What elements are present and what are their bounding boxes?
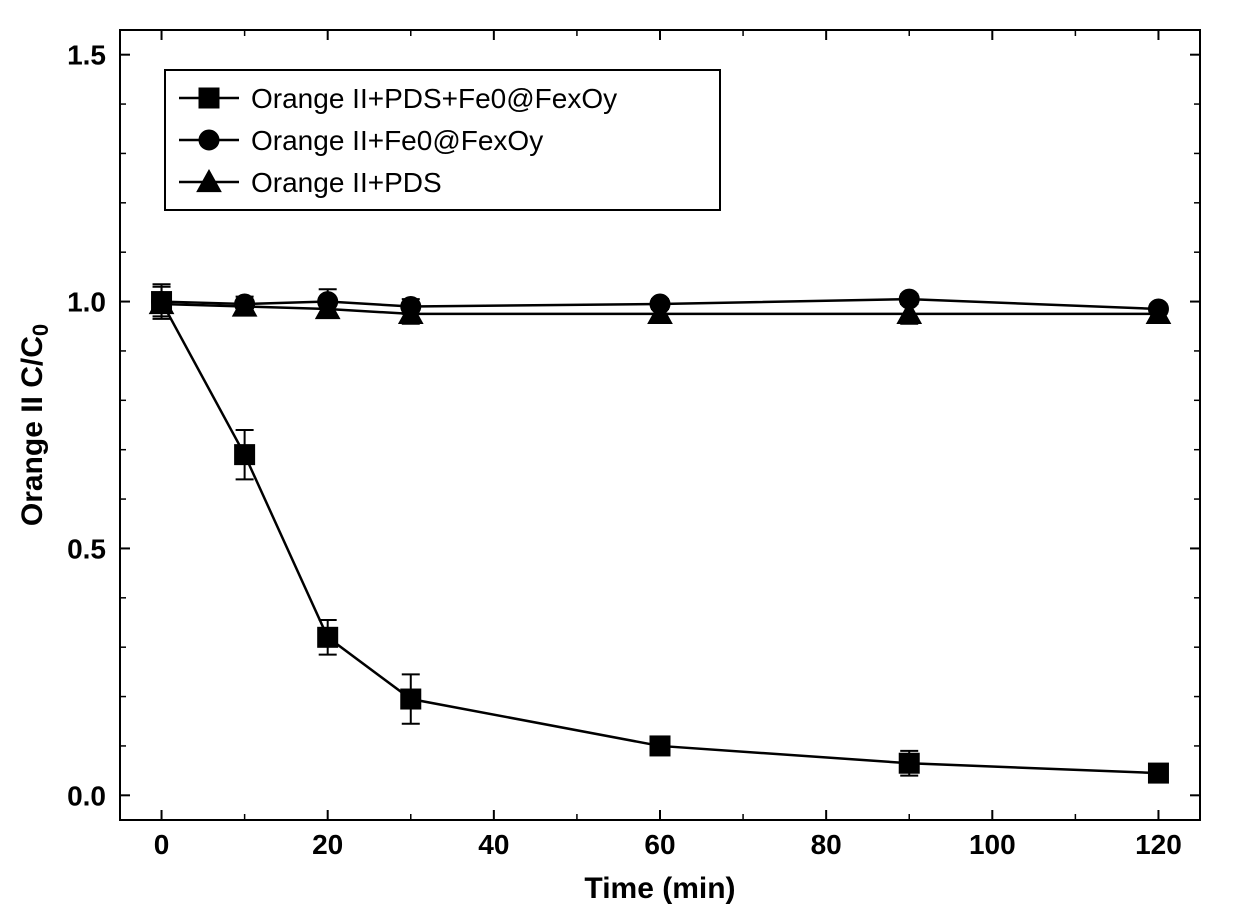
y-tick-label: 1.0: [67, 287, 106, 318]
x-tick-label: 80: [811, 829, 842, 860]
marker-square: [1148, 763, 1168, 783]
x-tick-label: 0: [154, 829, 170, 860]
marker-square: [650, 736, 670, 756]
x-tick-label: 40: [478, 829, 509, 860]
y-tick-label: 1.5: [67, 40, 106, 71]
legend-label: Orange II+PDS+Fe0@FexOy: [251, 83, 617, 114]
marker-square: [401, 689, 421, 709]
marker-square: [318, 627, 338, 647]
legend-label: Orange II+PDS: [251, 167, 442, 198]
chart-svg: 0 20 40 60 80 100 120 0.0 0.5 1.0 1.5 Time (min) Ora…: [0, 0, 1239, 916]
marker-square: [899, 753, 919, 773]
x-axis-label: Time (min): [584, 872, 735, 905]
y-axis-label: Orange II C/C0: [16, 324, 53, 526]
marker-circle: [199, 130, 219, 150]
y-tick-label: 0.0: [67, 780, 106, 811]
x-tick-label: 120: [1135, 829, 1182, 860]
x-tick-label: 100: [969, 829, 1016, 860]
chart-container: 0 20 40 60 80 100 120 0.0 0.5 1.0 1.5 Time (min) Ora…: [0, 0, 1239, 916]
y-tick-label: 0.5: [67, 533, 106, 564]
legend: Orange II+PDS+Fe0@FexOy Orange II+Fe0@Fex…: [165, 70, 720, 210]
legend-label: Orange II+Fe0@FexOy: [251, 125, 543, 156]
marker-square: [235, 445, 255, 465]
x-tick-label: 60: [644, 829, 675, 860]
x-tick-label: 20: [312, 829, 343, 860]
marker-square: [199, 88, 219, 108]
